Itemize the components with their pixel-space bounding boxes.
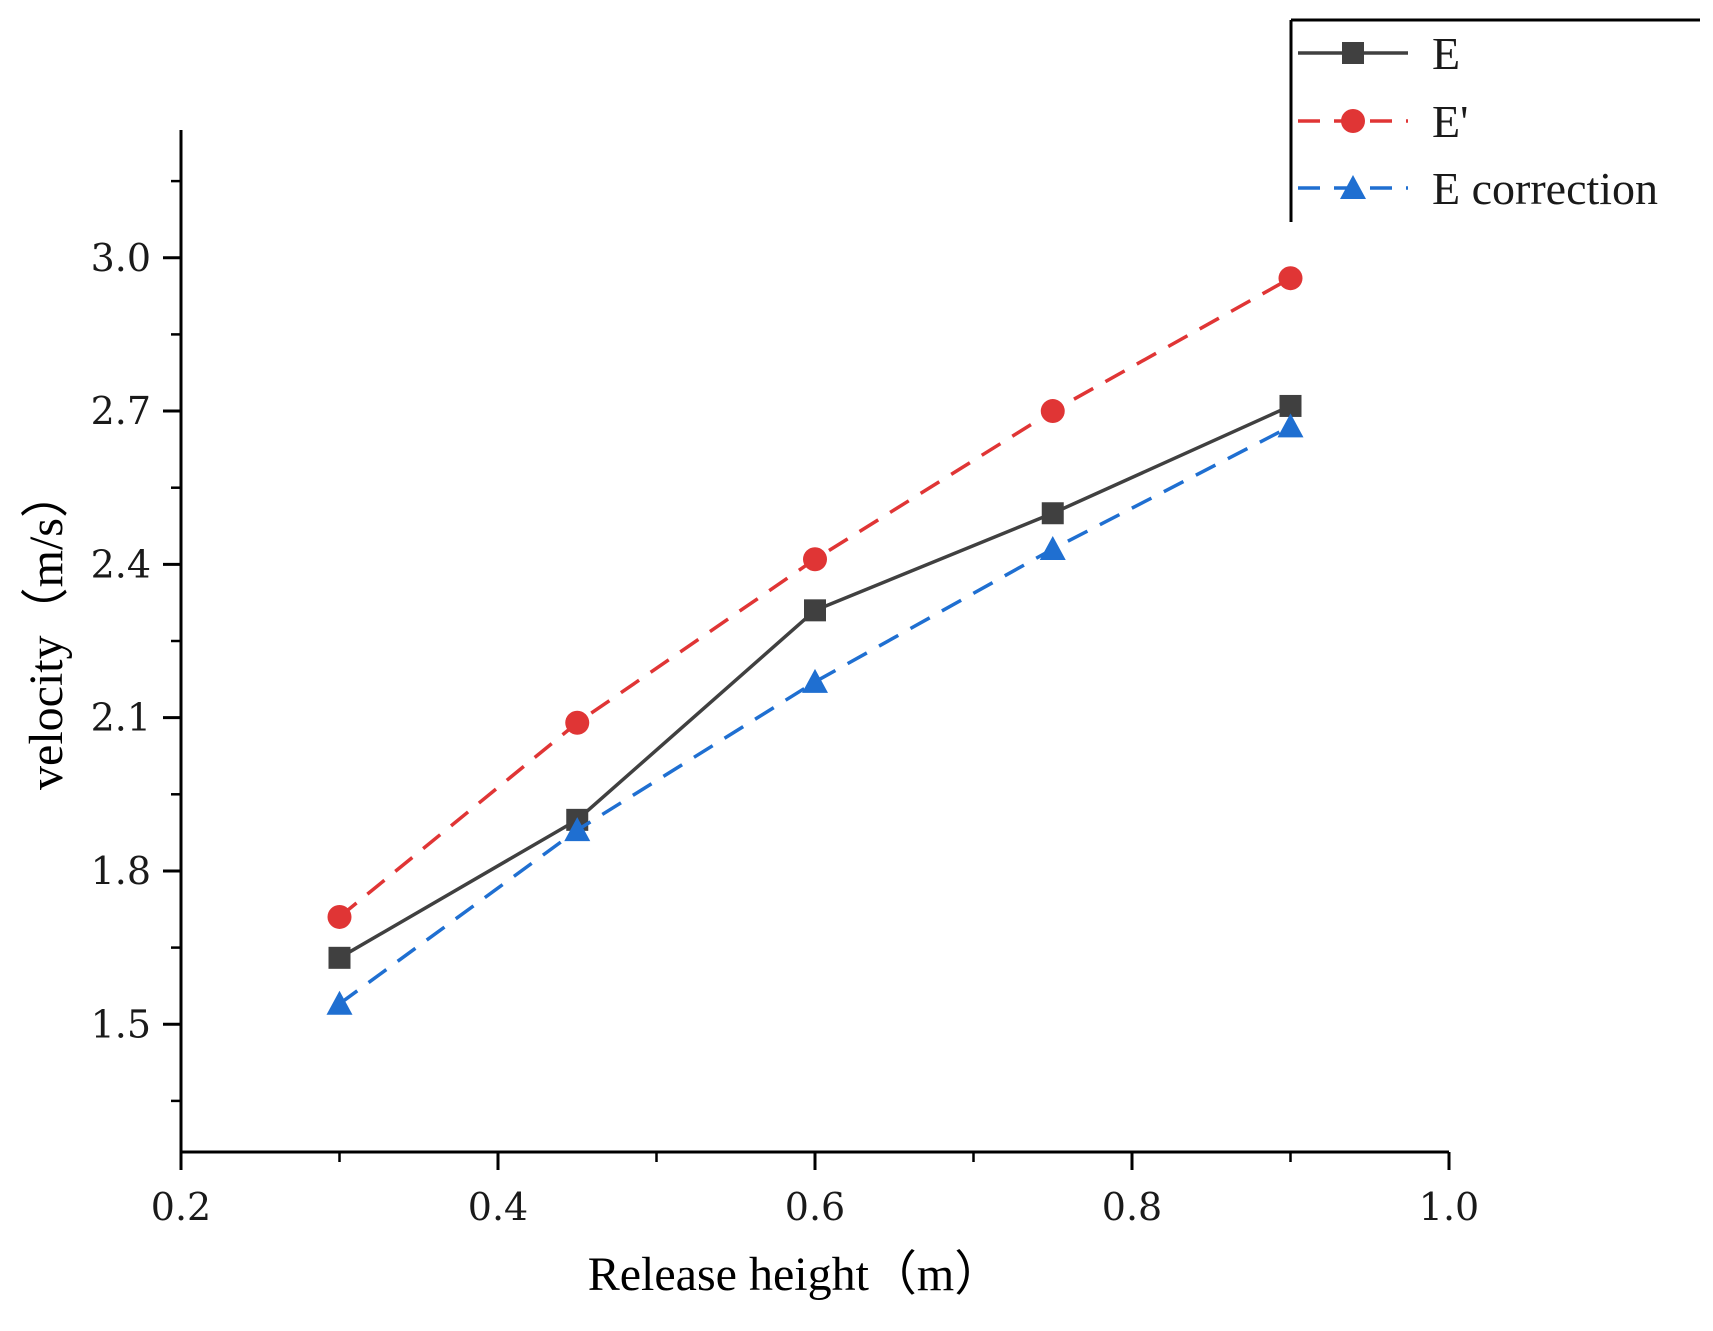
x-tick-label: 0.2 [151, 1185, 211, 1229]
data-point [803, 547, 827, 572]
data-point [804, 599, 826, 622]
data-point [327, 904, 352, 929]
legend-marker [1340, 175, 1366, 199]
y-tick-label: 1.8 [91, 849, 151, 893]
x-tick-label: 0.6 [785, 1185, 845, 1229]
legend-item-1: E' [1298, 96, 1468, 147]
data-point [328, 946, 351, 969]
series-0 [328, 394, 1302, 969]
y-tick-label: 2.7 [91, 389, 151, 433]
legend-label: E' [1432, 96, 1468, 147]
legend-label: E [1432, 28, 1460, 79]
data-point [802, 668, 828, 693]
legend-item-2: E correction [1298, 163, 1658, 214]
legend-item-0: E [1298, 28, 1460, 79]
data-point [1278, 266, 1303, 291]
axes: 0.2 0.4 0.6 0.8 1.0 1.5 1.8 2.1 2.4 2.7 3.0 [91, 130, 1479, 1229]
x-tick-label: 1.0 [1419, 1185, 1479, 1229]
y-tick-label: 1.5 [91, 1002, 151, 1046]
data-point [565, 710, 590, 735]
y-tick-label: 3.0 [91, 236, 151, 280]
data-point [1277, 413, 1304, 438]
y-tick-label: 2.4 [91, 542, 151, 586]
series-line [338, 276, 1292, 919]
x-tick-label: 0.4 [468, 1185, 528, 1229]
x-tick-label: 0.8 [1102, 1185, 1162, 1229]
data-point [1039, 536, 1066, 561]
legend-label: E correction [1432, 163, 1658, 214]
series-line [338, 424, 1292, 1006]
data-point [564, 817, 591, 842]
data-point [1040, 399, 1065, 424]
series-1 [327, 266, 1303, 929]
data-point [326, 990, 353, 1015]
legend: E E' E correction [1289, 18, 1700, 222]
x-axis-title: Release height（m） [588, 1248, 1003, 1301]
data-point [1041, 502, 1064, 525]
legend-marker [1342, 42, 1364, 64]
y-tick-label: 2.1 [91, 696, 151, 740]
y-axis-title: velocity（m/s） [20, 470, 73, 790]
data-point [1279, 394, 1302, 417]
series-layer [326, 266, 1304, 1015]
legend-marker [1341, 109, 1365, 133]
series-2 [326, 413, 1304, 1015]
